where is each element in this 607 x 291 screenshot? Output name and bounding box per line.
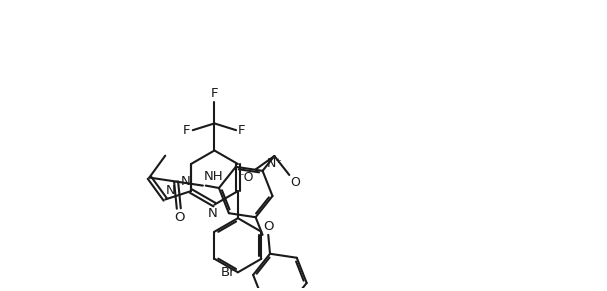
Text: O: O — [174, 211, 185, 224]
Text: O: O — [263, 220, 274, 233]
Text: F: F — [238, 124, 246, 137]
Text: N: N — [208, 207, 218, 221]
Text: Br: Br — [220, 266, 235, 279]
Text: NH: NH — [203, 170, 223, 183]
Text: N: N — [180, 175, 190, 188]
Text: O: O — [291, 176, 300, 189]
Text: N: N — [166, 184, 175, 197]
Text: ⁻O: ⁻O — [237, 171, 254, 184]
Text: N⁺: N⁺ — [266, 157, 282, 171]
Text: F: F — [183, 124, 191, 137]
Text: F: F — [211, 87, 218, 100]
